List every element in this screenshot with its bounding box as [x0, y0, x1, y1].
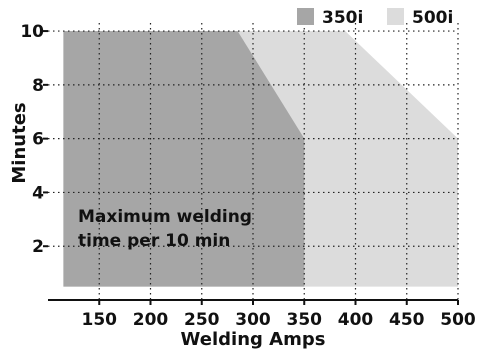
- x-tick-labels: 150 200 250 300 350 400 450 500: [82, 310, 476, 330]
- x-axis-title: Welding Amps: [181, 329, 326, 350]
- legend-swatch-350i: [297, 8, 314, 25]
- annotation-line-1: Maximum welding: [78, 207, 252, 227]
- y-tick-label-6: 6: [32, 130, 44, 150]
- x-tick-label-400: 400: [338, 310, 374, 330]
- legend-label-500i: 500i: [412, 8, 453, 28]
- x-tick-label-150: 150: [82, 310, 118, 330]
- y-axis-title: Minutes: [9, 102, 30, 183]
- legend-label-350i: 350i: [322, 8, 363, 28]
- y-tick-label-10: 10: [20, 22, 44, 42]
- legend: 350i 500i: [297, 8, 453, 28]
- annotation-line-2: time per 10 min: [78, 231, 230, 251]
- x-tick-label-300: 300: [235, 310, 271, 330]
- x-tick-label-250: 250: [184, 310, 220, 330]
- x-tick-label-350: 350: [287, 310, 323, 330]
- y-tick-label-2: 2: [32, 237, 44, 257]
- legend-swatch-500i: [387, 8, 404, 25]
- y-tick-label-8: 8: [32, 76, 44, 96]
- y-tick-label-4: 4: [32, 183, 44, 203]
- x-tick-label-450: 450: [389, 310, 425, 330]
- x-tick-label-500: 500: [440, 310, 476, 330]
- x-tick-label-200: 200: [133, 310, 169, 330]
